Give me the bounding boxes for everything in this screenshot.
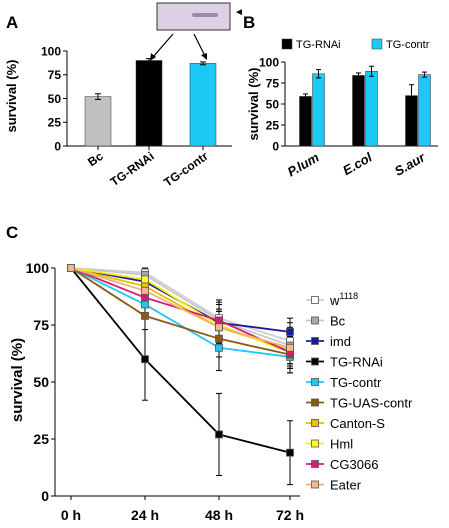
a-y-tick-label: 50 [48, 92, 62, 106]
b-bar-tg-contr [418, 74, 431, 147]
b-y-tick-label: 25 [266, 118, 280, 132]
b-legend: TG-RNAi TG-contr [281, 38, 430, 51]
a-arrow-head-tg-contr [201, 53, 207, 60]
c-series-marker [141, 286, 149, 295]
a-blot-band [192, 13, 218, 17]
c-series-marker [141, 293, 149, 302]
b-legend-swatch [371, 38, 383, 50]
c-series-marker [215, 334, 223, 343]
c-y-tick-label: 100 [26, 260, 50, 276]
c-legend-label: TG-contr [330, 375, 382, 390]
a-arrow-to-tg-rnai [152, 33, 174, 58]
c-legend-marker [311, 296, 319, 304]
c-series-marker [141, 275, 149, 284]
c-series-line [70, 267, 291, 347]
c-series-marker [215, 316, 223, 325]
c-series-marker [286, 448, 294, 457]
c-y-axis-label: survival (%) [9, 338, 26, 422]
c-series-line [70, 267, 291, 356]
c-series-marker [215, 343, 223, 352]
b-x-tick-label: E.col [340, 149, 375, 178]
c-series-marker [141, 311, 149, 320]
c-legend-label: Canton-S [330, 416, 385, 431]
c-legend-marker [311, 460, 319, 468]
b-bar-tg-rnai [299, 96, 312, 147]
a-bar [84, 96, 112, 147]
a-y-tick-label: 0 [54, 139, 61, 153]
c-legend-label: w1118 [329, 291, 358, 308]
a-western-blot-inset: ◄ [156, 2, 244, 31]
a-bar [135, 60, 163, 147]
c-series-marker [141, 300, 149, 309]
b-y-tick-label: 100 [259, 55, 279, 69]
b-x-tick-label: S.aur [392, 149, 428, 179]
a-arrow-head-tg-rnai [150, 53, 156, 61]
c-legend: w1118 Bc imd TG-RNAi TG-contr TG-UAS-contr Can… [306, 291, 413, 493]
c-legend-marker [311, 439, 319, 448]
a-x-tick-label: TG-RNAi [108, 149, 157, 189]
a-arrow-to-tg-contr [193, 33, 206, 57]
c-x-tick-label: 72 h [276, 507, 304, 523]
c-series-marker [67, 264, 75, 272]
panel-label-c: C [6, 223, 18, 242]
a-y-tick-label: 25 [48, 116, 62, 130]
b-legend-swatch [281, 38, 293, 50]
c-legend-label: Eater [330, 478, 362, 493]
c-legend-marker [311, 419, 319, 427]
c-series-line [70, 267, 291, 349]
c-legend-label: Hml [330, 437, 353, 452]
b-legend-label: TG-RNAi [296, 39, 341, 51]
c-series-line [70, 267, 291, 354]
c-legend-marker [311, 357, 319, 366]
c-y-tick-label: 25 [33, 431, 49, 447]
c-legend-marker [311, 480, 319, 489]
b-y-axis-label: survival (%) [246, 68, 261, 141]
c-legend-marker [311, 378, 319, 386]
c-series-line [70, 267, 291, 358]
c-x-tick-label: 24 h [131, 507, 159, 523]
b-x-tick-label: P.lum [285, 149, 322, 179]
c-series-line [70, 267, 291, 342]
c-series-marker [286, 343, 294, 352]
c-legend-label: TG-UAS-contr [330, 396, 413, 411]
c-legend-label: CG3066 [330, 457, 378, 472]
c-y-tick-label: 50 [33, 374, 49, 390]
c-legend-marker [311, 337, 319, 345]
a-x-tick-label: TG-contr [161, 149, 211, 190]
c-legend-label: imd [330, 334, 351, 349]
a-y-tick-label: 75 [48, 68, 62, 82]
b-bar-tg-rnai [352, 75, 365, 147]
b-y-tick-label: 75 [266, 76, 280, 90]
c-legend-label: Bc [330, 314, 346, 329]
panel-a-chart: 0 25 50 75 100 survival (%) Bc TG-RNAi TG-contr ◄ [4, 2, 244, 190]
c-x-tick-label: 48 h [205, 507, 233, 523]
c-series-line [70, 267, 291, 454]
c-series-marker [215, 323, 223, 332]
c-legend-marker [311, 398, 319, 407]
a-y-tick-label: 100 [41, 44, 61, 58]
c-x-tick-label: 0 h [61, 507, 81, 523]
panel-label-a: A [6, 13, 18, 32]
a-x-tick-label: Bc [85, 149, 106, 169]
c-legend-label: TG-RNAi [330, 355, 383, 370]
b-y-tick-label: 50 [266, 97, 280, 111]
panel-label-b: B [243, 13, 255, 32]
a-blot-marker-arrow: ◄ [234, 7, 244, 18]
c-legend-label-superscript: 1118 [339, 291, 358, 301]
c-y-tick-label: 0 [41, 488, 49, 504]
c-y-tick-label: 75 [33, 317, 49, 333]
a-y-axis-label: survival (%) [4, 60, 19, 133]
c-series-marker [215, 430, 223, 439]
b-bar-tg-contr [365, 70, 378, 147]
b-legend-label: TG-contr [386, 39, 430, 51]
b-y-tick-label: 0 [272, 139, 279, 153]
c-series-marker [286, 327, 294, 336]
c-series-marker [141, 355, 149, 364]
a-bar [189, 63, 217, 147]
c-legend-marker [311, 316, 319, 325]
b-bar-tg-contr [312, 73, 325, 147]
